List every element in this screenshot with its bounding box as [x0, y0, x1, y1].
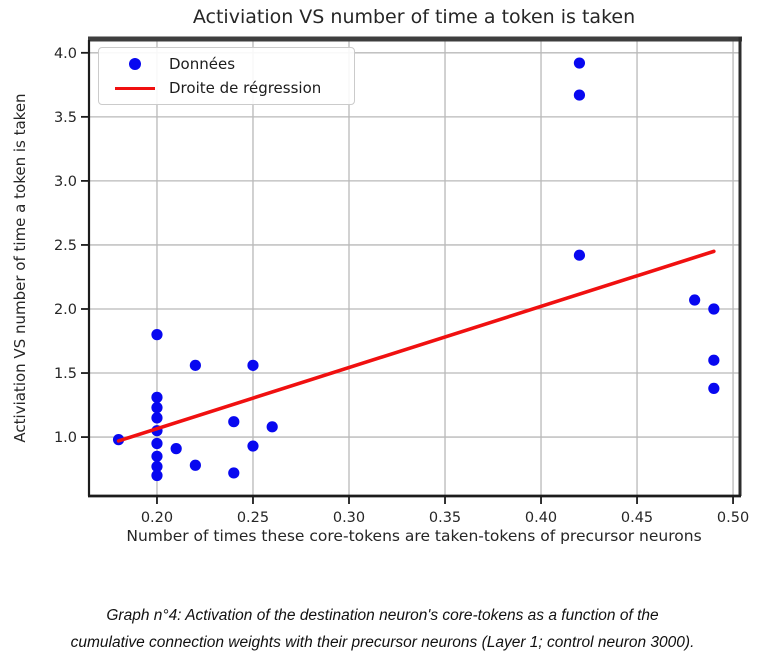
legend-entry-donnees: Données [107, 52, 354, 76]
legend-label: Données [169, 54, 236, 73]
y-tick-label: 2.5 [54, 238, 77, 254]
y-tick-label: 1.0 [54, 430, 77, 446]
data-point [228, 416, 240, 428]
data-point [189, 459, 201, 471]
x-tick-label: 0.50 [717, 510, 749, 526]
y-tick-label: 1.5 [54, 366, 77, 382]
data-point [708, 303, 720, 315]
data-point [151, 460, 163, 473]
regression-line [116, 249, 716, 443]
y-tick-label: 3.0 [54, 174, 77, 190]
data-point [708, 382, 720, 395]
scatter-dot-icon [129, 57, 141, 70]
data-point [247, 359, 259, 371]
y-tick-label: 4.0 [54, 46, 77, 62]
legend-label: Droite de régression [169, 79, 322, 98]
data-point [151, 402, 163, 414]
data-point [151, 412, 163, 424]
data-point [247, 440, 259, 452]
y-axis-label: Activiation VS number of time a token is… [11, 93, 29, 443]
legend-marker-area [107, 57, 163, 70]
data-point [689, 294, 701, 306]
data-point [266, 421, 278, 433]
data-point [189, 359, 201, 371]
x-tick-label: 0.20 [141, 510, 173, 526]
y-tick-label: 2.0 [54, 302, 77, 318]
figure-caption: Graph n°4: Activation of the destination… [0, 603, 765, 656]
x-tick-label: 0.45 [621, 510, 653, 526]
legend-marker-area [107, 86, 163, 91]
data-point [708, 354, 720, 366]
x-tick-label: 0.30 [333, 510, 365, 526]
x-tick-label: 0.40 [525, 510, 557, 526]
data-point [573, 57, 586, 69]
x-tick-label: 0.25 [237, 510, 269, 526]
data-point [151, 329, 163, 341]
caption-line-2: cumulative connection weights with their… [70, 633, 695, 651]
scatter-plot: 0.20 0.25 0.30 0.35 0.40 0.45 0.50 1.0 1.5 2.0 2.5… [54, 36, 749, 526]
data-point [573, 89, 586, 101]
data-point [573, 249, 586, 261]
caption-line-1: Graph n°4: Activation of the destination… [106, 607, 659, 624]
legend: Données Droite de régression [98, 47, 355, 105]
data-point [151, 450, 163, 462]
x-axis-label: Number of times these core-tokens are ta… [126, 527, 702, 545]
chart-title: Activiation VS number of time a token is… [192, 6, 636, 28]
data-point [151, 469, 163, 482]
data-point [228, 467, 240, 479]
legend-entry-regression: Droite de régression [107, 76, 354, 100]
data-point [151, 391, 163, 403]
y-tick-label: 3.5 [54, 110, 77, 126]
data-point [151, 437, 163, 450]
data-point [170, 443, 182, 455]
regression-line-icon [115, 86, 155, 91]
x-tick-label: 0.35 [429, 510, 461, 526]
